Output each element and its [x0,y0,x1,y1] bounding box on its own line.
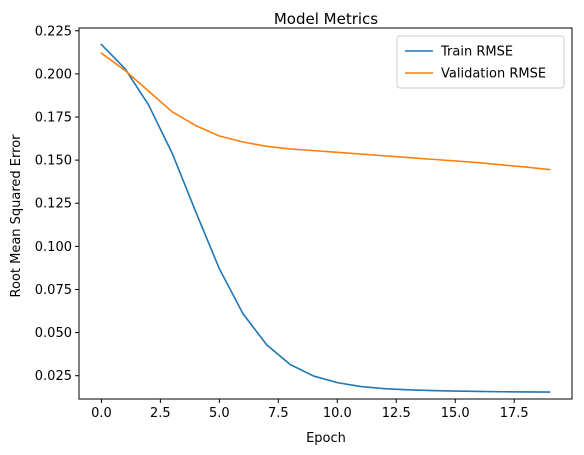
x-tick-label: 0.0 [91,406,112,421]
x-tick-label: 2.5 [150,406,171,421]
legend-box [396,35,565,89]
plot-frame [78,27,573,400]
y-axis-label: Root Mean Squared Error [9,134,24,298]
y-tick-label: 0.125 [35,197,72,212]
y-tick-label: 0.075 [35,283,72,298]
x-axis-label: Epoch [306,431,346,446]
y-tick-label: 0.050 [35,326,72,341]
x-tick-label: 15.0 [441,406,470,421]
legend-label: Validation RMSE [441,67,546,82]
x-tick-label: 17.5 [500,406,529,421]
x-tick-label: 12.5 [382,406,411,421]
x-tick-label: 10.0 [323,406,352,421]
series-line-validation-rmse [100,52,551,171]
y-tick-label: 0.025 [35,369,72,384]
x-tick-label: 7.5 [268,406,289,421]
x-tick-label: 5.0 [209,406,230,421]
y-tick-label: 0.200 [35,67,72,82]
series-line-train-rmse [100,43,551,393]
chart-title: Model Metrics [274,10,378,28]
y-tick-label: 0.225 [35,24,72,39]
y-axis-ticks: 0.025 0.050 0.075 0.100 0.125 0.150 0.175 0.200… [35,24,79,384]
y-tick-label: 0.150 [35,154,72,169]
legend: Train RMSE Validation RMSE [396,35,565,89]
y-tick-label: 0.175 [35,110,72,125]
series-layer [100,43,551,393]
x-axis-ticks: 0.0 2.5 5.0 7.5 10.0 12.5 15.0 17.5 [91,399,529,421]
y-tick-label: 0.100 [35,240,72,255]
legend-label: Train RMSE [440,45,513,60]
